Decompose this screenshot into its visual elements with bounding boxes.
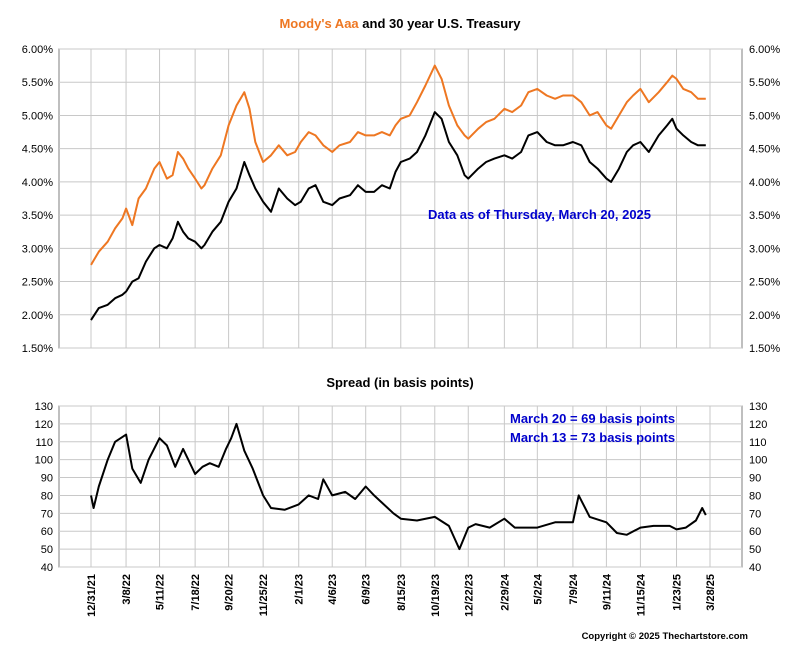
spread-y-tick-right: 120 — [749, 419, 767, 431]
spread-y-tick-left: 120 — [35, 419, 53, 431]
spread-chart-title: Spread (in basis points) — [326, 375, 473, 390]
top-y-tick-left: 4.50% — [22, 144, 53, 156]
title-rest: and 30 year U.S. Treasury — [359, 16, 522, 31]
top-y-tick-left: 1.50% — [22, 343, 53, 355]
x-tick-label: 9/11/24 — [601, 573, 613, 610]
top-y-tick-right: 2.50% — [749, 277, 780, 289]
spread-y-tick-left: 90 — [41, 473, 53, 485]
bottom-y-ticks: 40 40 50 50 60 60 70 70 80 80 90 90 100 100 110 110 120 1… — [35, 401, 768, 574]
top-y-tick-right: 4.00% — [749, 177, 780, 189]
top-series-line-1 — [90, 111, 706, 321]
top-y-tick-left: 5.50% — [22, 77, 53, 89]
x-tick-label: 11/15/24 — [635, 573, 647, 616]
spread-y-tick-right: 50 — [749, 544, 761, 556]
x-tick-label: 4/6/23 — [327, 574, 339, 605]
top-series-line-0 — [90, 64, 706, 266]
spread-y-tick-left: 50 — [41, 544, 53, 556]
bottom-grid — [59, 405, 742, 568]
x-tick-label: 5/2/24 — [532, 573, 544, 604]
top-y-tick-right: 5.00% — [749, 110, 780, 122]
top-y-tick-right: 6.00% — [749, 44, 780, 56]
x-tick-label: 9/20/22 — [224, 574, 236, 611]
x-tick-label: 8/15/23 — [396, 574, 408, 611]
top-y-tick-right: 3.50% — [749, 210, 780, 222]
spread-y-tick-left: 80 — [41, 490, 53, 502]
top-y-ticks: 1.50% 1.50% 2.00% 2.00% 2.50% 2.50% 3.00% 3.00%… — [22, 44, 781, 355]
top-y-tick-left: 3.50% — [22, 210, 53, 222]
x-tick-label: 5/11/22 — [155, 574, 167, 610]
top-y-tick-left: 2.50% — [22, 277, 53, 289]
copyright-text: Copyright © 2025 Thechartstore.com — [582, 631, 748, 642]
spread-y-tick-right: 80 — [749, 490, 761, 502]
x-tick-label: 7/18/22 — [190, 574, 202, 611]
x-axis-tick-labels: 12/31/21 3/8/22 5/11/22 7/18/22 9/20/22 11/25… — [86, 573, 717, 617]
bottom-series — [90, 422, 707, 551]
top-y-tick-right: 3.00% — [749, 243, 780, 255]
spread-note-march-20: March 20 = 69 basis points — [510, 411, 675, 426]
data-as-of-note: Data as of Thursday, March 20, 2025 — [428, 207, 651, 222]
top-series — [90, 64, 706, 321]
top-chart-title: Moody's Aaa and 30 year U.S. Treasury — [279, 16, 521, 31]
x-tick-label: 1/23/25 — [672, 574, 684, 611]
spread-y-tick-left: 130 — [35, 401, 53, 413]
spread-y-tick-right: 60 — [749, 526, 761, 538]
x-tick-label: 3/28/25 — [705, 574, 717, 611]
spread-y-tick-left: 100 — [35, 455, 53, 467]
top-y-tick-right: 5.50% — [749, 77, 780, 89]
spread-y-tick-right: 100 — [749, 455, 767, 467]
x-tick-label: 12/31/21 — [86, 574, 98, 617]
x-tick-label: 12/22/23 — [463, 574, 475, 617]
spread-y-tick-right: 130 — [749, 401, 767, 413]
x-tick-label: 6/9/23 — [361, 574, 373, 605]
x-tick-label: 10/19/23 — [430, 574, 442, 617]
x-tick-label: 11/25/22 — [258, 574, 270, 616]
spread-y-tick-left: 60 — [41, 526, 53, 538]
top-y-tick-left: 6.00% — [22, 44, 53, 56]
top-y-tick-right: 1.50% — [749, 343, 780, 355]
top-y-tick-left: 4.00% — [22, 177, 53, 189]
top-grid — [59, 48, 742, 349]
top-y-tick-left: 5.00% — [22, 110, 53, 122]
top-y-tick-right: 4.50% — [749, 144, 780, 156]
spread-y-tick-right: 110 — [749, 437, 767, 449]
spread-y-tick-left: 110 — [35, 437, 53, 449]
spread-y-tick-left: 40 — [41, 562, 53, 574]
top-y-tick-left: 3.00% — [22, 243, 53, 255]
x-tick-label: 2/29/24 — [499, 573, 511, 611]
top-y-tick-right: 2.00% — [749, 310, 780, 322]
spread-series-line-0 — [90, 422, 707, 551]
spread-y-tick-left: 70 — [41, 508, 53, 520]
x-tick-label: 2/1/23 — [294, 574, 306, 605]
x-tick-label: 7/9/24 — [568, 573, 580, 604]
top-y-tick-left: 2.00% — [22, 310, 53, 322]
spread-y-tick-right: 40 — [749, 562, 761, 574]
spread-y-tick-right: 90 — [749, 473, 761, 485]
title-aaa: Moody's Aaa — [279, 16, 359, 31]
x-tick-label: 3/8/22 — [121, 574, 133, 605]
spread-note-march-13: March 13 = 73 basis points — [510, 430, 675, 445]
spread-y-tick-right: 70 — [749, 508, 761, 520]
